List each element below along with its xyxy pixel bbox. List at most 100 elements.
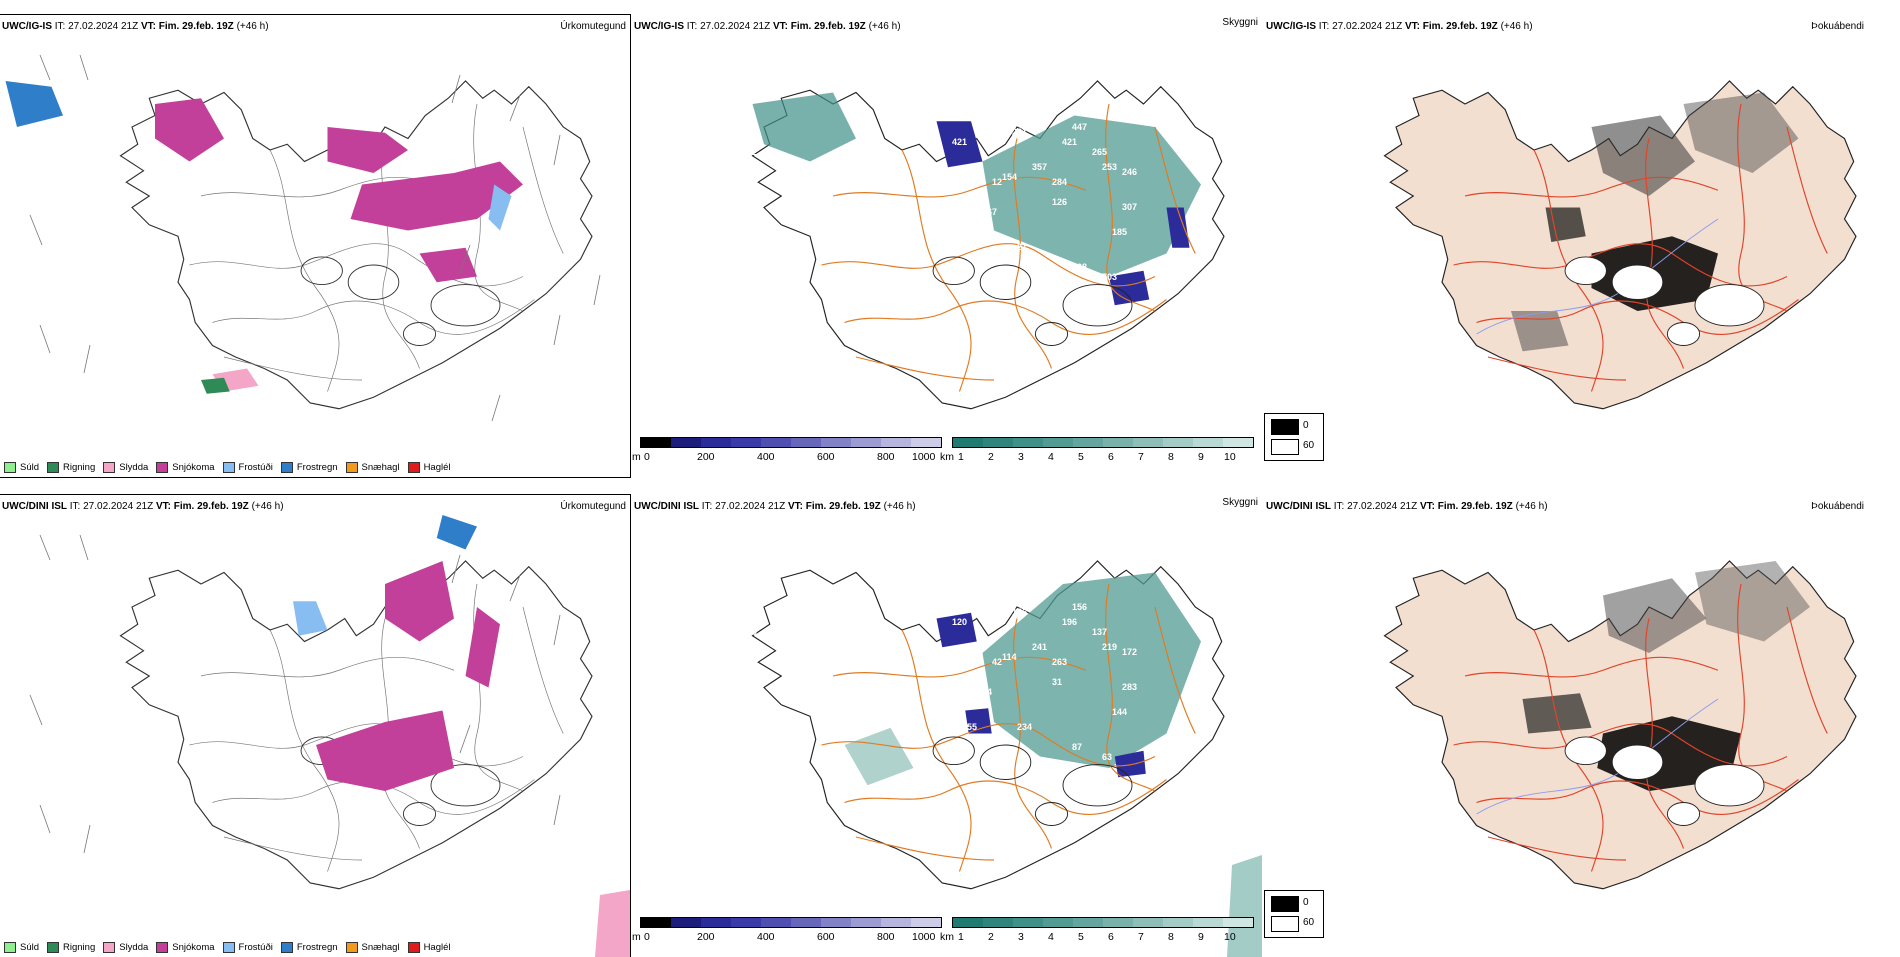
visibility-value-label: 21 [1017, 242, 1027, 252]
visibility-map: 321 232 421 154 357 284 231 447 421 253 246 167 307 1… [722, 80, 1225, 410]
legend-swatch [345, 462, 358, 473]
panel-title: Þokuábendi [1811, 21, 1864, 32]
visibility-value-label: 253 [1102, 162, 1117, 172]
colorbar-strip [952, 437, 1254, 448]
precip-type-panel-row2: UWC/DINI ISL IT: 27.02.2024 21Z VT: Fim.… [0, 494, 631, 957]
visibility-value-label: 263 [1052, 657, 1067, 667]
visibility-value-label: 703 [1102, 272, 1117, 282]
visibility-value-label: 196 [1062, 617, 1077, 627]
colorbar-tick: 800 [877, 931, 895, 943]
it-value: 27.02.2024 21Z [83, 501, 154, 512]
legend-swatch [103, 942, 116, 953]
legend-item: Frostregn [280, 462, 338, 473]
legend-swatch [156, 462, 169, 473]
visibility-value-label: 154 [1002, 172, 1017, 182]
panel-title: Skyggni [1222, 497, 1258, 508]
legend-swatch [4, 942, 16, 953]
visibility-value-label: 24 [982, 687, 992, 697]
lead-time: (+46 h) [1500, 21, 1533, 32]
visibility-value-label: 114 [1002, 652, 1017, 662]
legend-swatch [407, 942, 420, 953]
colorbar-strip [640, 917, 942, 928]
colorbar-unit: km [940, 451, 954, 463]
legend-item: Súld [4, 942, 39, 953]
colorbar-tick: 200 [697, 931, 715, 943]
visibility-km-colorbar: km 1 2 3 4 5 6 7 8 9 10 [940, 435, 1254, 465]
colorbar-tick: 1000 [912, 931, 936, 943]
visibility-value-label: 155 [962, 722, 977, 732]
colorbar-tick: 0 [644, 931, 650, 943]
colorbar-unit: m [632, 931, 641, 943]
colorbar-tick: 1000 [912, 451, 936, 463]
colorbar-tick: 7 [1138, 931, 1144, 943]
vt-label: VT: [155, 501, 171, 512]
legend-item: Frostregn [280, 942, 338, 953]
visibility-value-label: 241 [1032, 642, 1047, 652]
colorbar-unit: km [940, 931, 954, 943]
visibility-value-label: 231 [1012, 127, 1027, 137]
legend-label: Snæhagl [361, 942, 400, 953]
colorbar-tick: 400 [757, 931, 775, 943]
colorbar-tick: 0 [644, 451, 650, 463]
model-name: UWC/DINI ISL [1266, 501, 1331, 512]
legend-item: Rigning [47, 462, 95, 473]
it-value: 27.02.2024 21Z [1332, 21, 1403, 32]
visibility-value-label: 307 [1122, 202, 1137, 212]
precip-type-legend: Súld Rigning Slydda Snjókoma Frostúði Fr… [4, 942, 451, 953]
lead-time: (+46 h) [251, 501, 284, 512]
colorbar-tick: 200 [697, 451, 715, 463]
vt-label: VT: [772, 21, 788, 32]
vt-value: Fim. 29.feb. 19Z [805, 501, 881, 512]
legend-item: Haglél [407, 942, 451, 953]
legend-label: Snjókoma [172, 942, 215, 953]
vt-value: Fim. 29.feb. 19Z [790, 21, 866, 32]
fog-legend-black-label: 0 [1303, 420, 1309, 431]
vt-label: VT: [1419, 501, 1435, 512]
panel-header: UWC/DINI ISL IT: 27.02.2024 21Z VT: Fim.… [2, 501, 284, 512]
colorbar-tick: 8 [1168, 451, 1174, 463]
legend-item: Snæhagl [345, 942, 400, 953]
legend-item: Snjókoma [156, 462, 215, 473]
visibility-km-colorbar: km 1 2 3 4 5 6 7 8 9 10 [940, 915, 1254, 945]
visibility-value-label: 144 [1112, 707, 1127, 717]
fog-legend-white [1271, 439, 1299, 455]
colorbar-tick: 3 [1018, 931, 1024, 943]
fog-map [1383, 560, 1857, 890]
legend-item: Rigning [47, 942, 95, 953]
visibility-value-label: 246 [1122, 167, 1137, 177]
colorbar-tick: 2 [988, 451, 994, 463]
visibility-value-label: 421 [1062, 137, 1077, 147]
it-label: IT: [686, 21, 698, 32]
lead-time: (+46 h) [1515, 501, 1548, 512]
visibility-value-label: 185 [1112, 227, 1127, 237]
legend-label: Slydda [119, 942, 149, 953]
it-value: 27.02.2024 21Z [715, 501, 786, 512]
precip-type-map [5, 54, 601, 422]
fog-legend-black [1271, 896, 1299, 912]
colorbar-tick: 4 [1048, 451, 1054, 463]
fog-legend-black [1271, 419, 1299, 435]
colorbar-unit: m [632, 451, 641, 463]
colorbar-tick: 5 [1078, 451, 1084, 463]
fog-legend-white [1271, 916, 1299, 932]
visibility-value-label: 156 [1072, 602, 1087, 612]
visibility-value-label: 104 [1152, 742, 1167, 752]
legend-swatch [280, 942, 293, 953]
legend-label: Slydda [119, 462, 149, 473]
visibility-meter-colorbar: m 0 200 400 600 800 1000 [632, 915, 942, 945]
colorbar-tick: 600 [817, 451, 835, 463]
legend-swatch [345, 942, 358, 953]
visibility-value-label: 31 [1052, 677, 1062, 687]
fog-legend-black-label: 0 [1303, 897, 1309, 908]
legend-label: Rigning [63, 462, 96, 473]
colorbar-tick: 1 [958, 931, 964, 943]
legend-item: Slydda [103, 942, 148, 953]
legend-item: Súld [4, 462, 39, 473]
visibility-value-label: 321 [722, 117, 737, 127]
colorbar-tick: 1 [958, 451, 964, 463]
visibility-value-label: 357 [1032, 162, 1047, 172]
legend-label: Haglél [423, 942, 451, 953]
colorbar-tick: 600 [817, 931, 835, 943]
colorbar-strip [952, 917, 1254, 928]
